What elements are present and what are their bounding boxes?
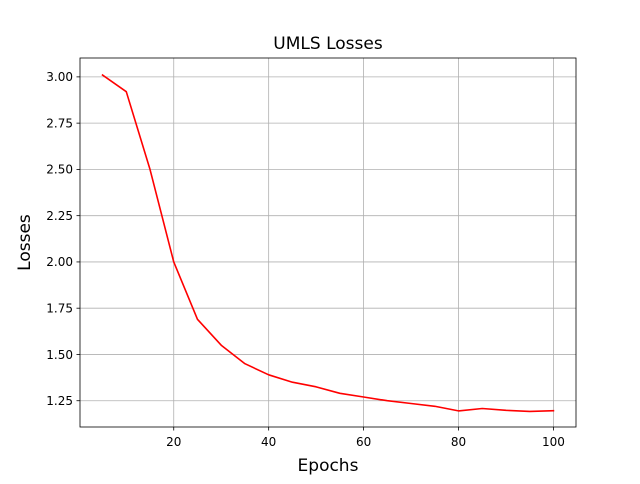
y-tick-label-4: 2.25	[46, 209, 73, 223]
x-axis-title: Epochs	[298, 456, 359, 476]
chart-title: UMLS Losses	[273, 34, 383, 54]
x-tick-label-3: 80	[451, 435, 466, 449]
x-tick-label-4: 100	[542, 435, 565, 449]
x-tick-label-2: 60	[356, 435, 371, 449]
loss-series-line	[101, 73, 555, 413]
y-tick-label-7: 3.00	[46, 70, 73, 84]
y-tick-label-6: 2.75	[46, 116, 73, 130]
series-layer	[101, 73, 555, 413]
grid-lines	[80, 58, 576, 427]
y-tick-label-0: 1.25	[46, 394, 73, 408]
y-tick-label-2: 1.75	[46, 301, 73, 315]
axis-ticks: 20 40 60 80 100 1.25 1.50 1.75 2.00 2.25 2.50 2.75 3…	[46, 70, 565, 449]
y-tick-label-3: 2.00	[46, 255, 73, 269]
y-axis-title: Losses	[15, 214, 35, 271]
plot-frame	[79, 57, 577, 428]
y-tick-label-5: 2.50	[46, 163, 73, 177]
x-tick-label-1: 40	[261, 435, 276, 449]
x-tick-label-0: 20	[166, 435, 181, 449]
y-tick-label-1: 1.50	[46, 348, 73, 362]
